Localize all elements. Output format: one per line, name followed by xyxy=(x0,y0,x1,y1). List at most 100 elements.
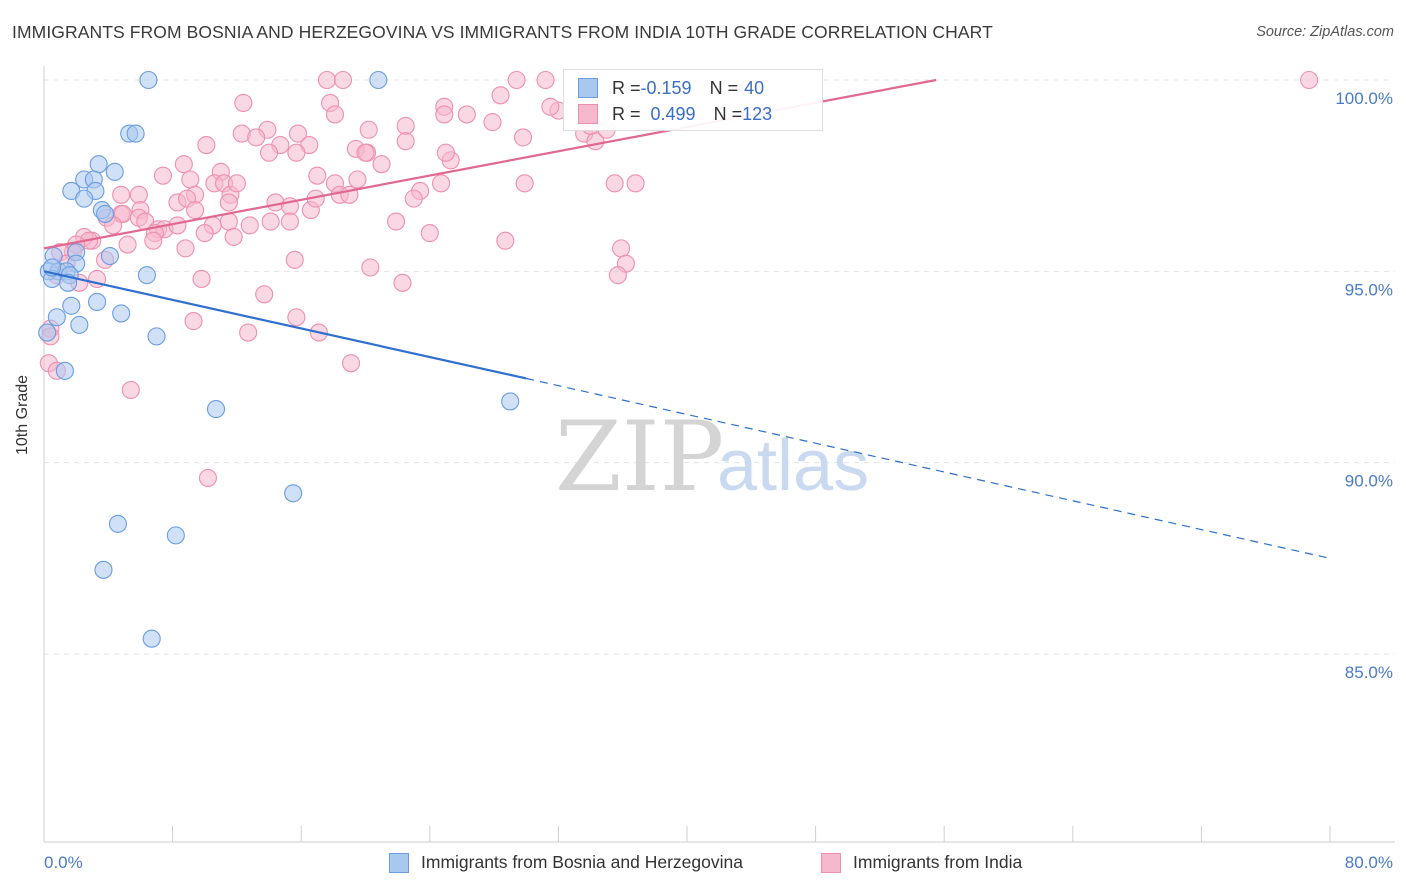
y-tick-labels: 85.0% 90.0% 95.0% 100.0% xyxy=(1335,89,1393,682)
india-point xyxy=(483,113,502,132)
x-tick-min: 0.0% xyxy=(44,853,83,872)
watermark-atlas: atlas xyxy=(717,426,869,506)
n-label: N = xyxy=(713,103,743,124)
india-point xyxy=(605,174,624,193)
india-point xyxy=(240,216,259,235)
bosnia-point xyxy=(70,315,89,334)
legend-row-bosnia: R = -0.159 N = 40 xyxy=(578,76,764,100)
india-point xyxy=(176,239,195,258)
r-label: R = xyxy=(612,103,641,124)
r-label: R = xyxy=(612,77,641,98)
correlation-legend: R = -0.159 N = 40 R = 0.499 N = 123 xyxy=(563,69,823,131)
bosnia-point xyxy=(206,400,226,419)
india-point xyxy=(112,185,131,204)
india-point xyxy=(396,132,415,151)
india-point xyxy=(234,93,253,113)
india-point xyxy=(361,258,380,277)
bosnia-trend-solid xyxy=(43,270,527,380)
india-point xyxy=(386,212,406,231)
india-point xyxy=(393,273,412,292)
india-point xyxy=(457,105,476,124)
india-point xyxy=(118,235,137,254)
india-point xyxy=(515,174,534,193)
india-point xyxy=(174,155,193,174)
series-legend: Immigrants from Bosnia and Herzegovina I… xyxy=(0,852,1406,876)
india-point xyxy=(359,120,378,139)
india-point xyxy=(192,269,211,289)
bosnia-point xyxy=(112,304,131,323)
india-point xyxy=(348,170,367,189)
india-point xyxy=(287,308,306,327)
india-point xyxy=(255,285,274,304)
india-point xyxy=(1300,70,1319,90)
bosnia-point xyxy=(75,189,94,208)
india-point xyxy=(129,185,148,204)
india-point xyxy=(608,266,627,285)
india-point xyxy=(513,128,533,147)
india-point xyxy=(239,323,258,342)
india-point xyxy=(181,170,200,189)
india-point xyxy=(184,312,203,331)
india-point xyxy=(491,86,510,105)
y-axis-label: 10th Grade xyxy=(14,374,31,455)
x-tick-max: 80.0% xyxy=(1344,853,1393,872)
india-point xyxy=(195,224,214,243)
bosnia-point xyxy=(142,629,161,648)
india-point xyxy=(197,136,216,155)
bosnia-point xyxy=(137,266,156,285)
bosnia-point xyxy=(284,484,303,503)
bosnia-point xyxy=(501,392,520,411)
india-point xyxy=(372,155,391,174)
bosnia-point xyxy=(47,308,66,327)
india-point xyxy=(287,143,306,162)
y-tick-label: 100.0% xyxy=(1335,89,1393,108)
bosnia-point xyxy=(166,526,185,545)
bosnia-swatch xyxy=(578,78,598,98)
bosnia-point xyxy=(38,323,57,342)
r-value: -0.159 xyxy=(640,77,692,98)
bosnia-point xyxy=(139,70,158,90)
bosnia-swatch xyxy=(389,852,409,873)
india-point xyxy=(356,143,375,162)
series-layer xyxy=(38,70,1319,648)
india-point xyxy=(496,231,515,250)
india-point xyxy=(612,239,631,258)
india-point xyxy=(626,174,645,193)
grid-layer xyxy=(44,79,1395,655)
bosnia-point xyxy=(147,327,166,346)
india-point xyxy=(219,193,238,212)
india-point xyxy=(536,70,555,90)
n-value: 40 xyxy=(744,77,765,98)
india-point xyxy=(280,212,299,231)
bosnia-point xyxy=(62,296,81,315)
axis-layer xyxy=(43,66,1395,843)
bosnia-point xyxy=(89,155,108,174)
bosnia-point xyxy=(55,361,74,380)
india-point xyxy=(247,128,266,147)
india-point xyxy=(317,70,336,90)
bosnia-point xyxy=(126,124,145,143)
bosnia-trend-dashed xyxy=(526,377,1331,559)
legend-item-india[interactable]: Immigrants from India xyxy=(821,852,1022,873)
legend-item-bosnia[interactable]: Immigrants from Bosnia and Herzegovina xyxy=(389,852,743,873)
india-point xyxy=(420,224,439,243)
y-tick-label: 95.0% xyxy=(1345,280,1393,299)
n-label: N = xyxy=(709,77,739,98)
india-point xyxy=(432,174,451,193)
india-point xyxy=(396,116,415,135)
india-point xyxy=(436,143,455,162)
bosnia-point xyxy=(94,560,113,579)
bosnia-point xyxy=(105,162,124,181)
india-point xyxy=(259,143,279,162)
watermark: ZIP atlas xyxy=(555,401,869,513)
legend-label-india: Immigrants from India xyxy=(853,852,1023,872)
india-point xyxy=(435,105,454,124)
india-point xyxy=(325,105,345,124)
watermark-zip: ZIP xyxy=(555,401,724,513)
india-point xyxy=(198,468,218,488)
legend-label-bosnia: Immigrants from Bosnia and Herzegovina xyxy=(421,852,743,872)
chart-title: IMMIGRANTS FROM BOSNIA AND HERZEGOVINA V… xyxy=(12,22,993,42)
n-value: 123 xyxy=(742,103,773,124)
bosnia-point xyxy=(96,204,115,223)
